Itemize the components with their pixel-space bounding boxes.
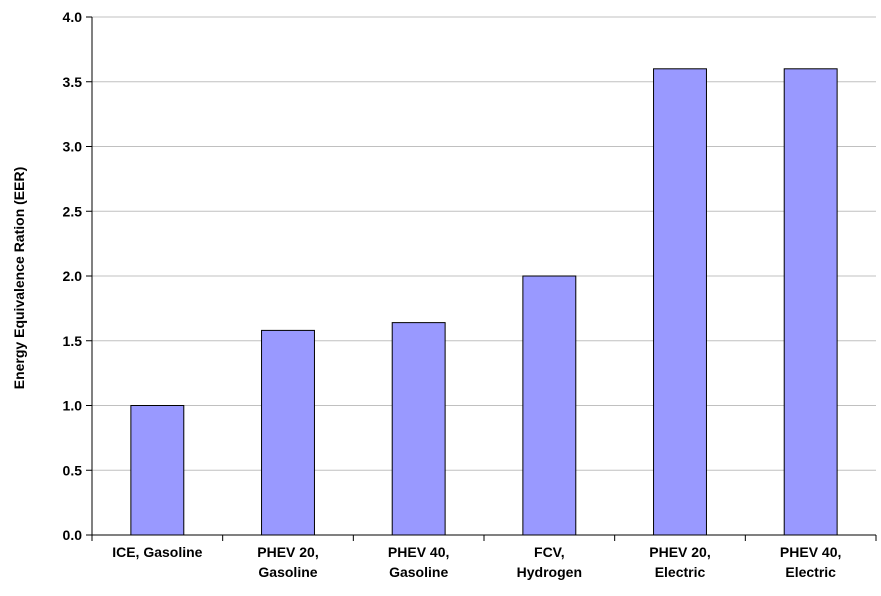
y-tick-label: 3.5	[63, 74, 83, 90]
y-tick-label: 0.0	[63, 527, 83, 543]
y-tick-label: 2.5	[63, 203, 83, 219]
axes	[86, 16, 877, 541]
x-category-label-line: Electric	[785, 564, 836, 580]
x-category-label: PHEV 40, Gasoline	[388, 544, 449, 580]
x-category-label-line: FCV,	[534, 544, 565, 560]
y-axis-title: Energy Equivalence Ration (EER)	[11, 167, 27, 390]
x-category-label: PHEV 20, Electric	[649, 544, 710, 580]
y-tick-label: 4.0	[63, 9, 83, 25]
x-category-label-line: PHEV 40,	[780, 544, 841, 560]
x-category-label-line: PHEV 40,	[388, 544, 449, 560]
gridlines	[92, 16, 876, 471]
axis-labels: 0.0 0.5 1.0 1.5 2.0 2.5 3.0 3.5 4.0 ICE, Gasoline…	[63, 9, 842, 580]
bar	[653, 68, 707, 536]
x-category-label-line: ICE, Gasoline	[112, 544, 202, 560]
x-category-label-line: Gasoline	[258, 564, 317, 580]
x-category-label-line: PHEV 20,	[257, 544, 318, 560]
y-tick-label: 0.5	[63, 462, 83, 478]
bar	[783, 68, 838, 536]
x-category-label: PHEV 20, Gasoline	[257, 544, 318, 580]
y-tick-label: 1.0	[63, 398, 83, 414]
bar	[130, 405, 185, 536]
bar	[522, 275, 577, 536]
x-category-label: PHEV 40, Electric	[780, 544, 841, 580]
y-tick-label: 3.0	[63, 139, 83, 155]
x-category-label-line: PHEV 20,	[649, 544, 710, 560]
y-tick-label: 2.0	[63, 268, 83, 284]
bars	[130, 68, 838, 536]
bar	[391, 322, 446, 536]
x-category-label: ICE, Gasoline	[112, 544, 202, 560]
x-category-label: FCV, Hydrogen	[517, 544, 582, 580]
x-category-label-line: Hydrogen	[517, 564, 582, 580]
bar	[261, 329, 315, 536]
x-category-label-line: Gasoline	[389, 564, 448, 580]
x-category-label-line: Electric	[655, 564, 706, 580]
y-tick-label: 1.5	[63, 333, 83, 349]
